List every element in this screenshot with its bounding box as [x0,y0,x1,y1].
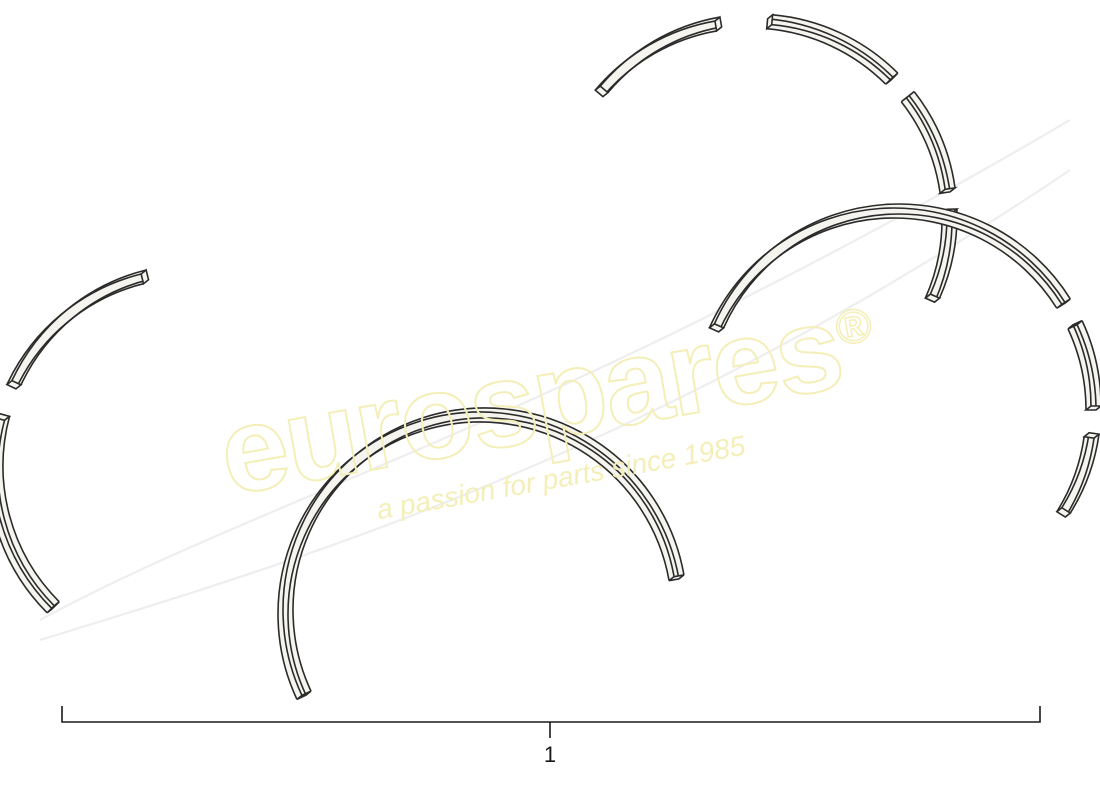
wheel-arch-trim-rr-main [709,204,1070,332]
watermark-swoosh [40,120,1070,620]
dimension-bracket [62,706,1040,722]
wheel-arch-trim-rt-mid [767,15,898,84]
wheel-arch-trim-fl-lower [0,414,59,613]
diagram-canvas: eurospares® a passion for parts since 19… [0,0,1100,800]
parts-drawing [0,0,1100,800]
watermark-swoosh [40,170,1070,640]
wheel-arch-trim-fl-upper [7,270,149,389]
wheel-arch-trim-fr-full [278,408,684,699]
wheel-arch-trim-rr-a [1068,321,1100,410]
wheel-arch-trim-rt-right-a [901,92,955,194]
wheel-arch-trim-rt-left [595,17,721,97]
callout-label-1: 1 [544,742,556,768]
wheel-arch-trim-rr-b [1057,433,1099,517]
